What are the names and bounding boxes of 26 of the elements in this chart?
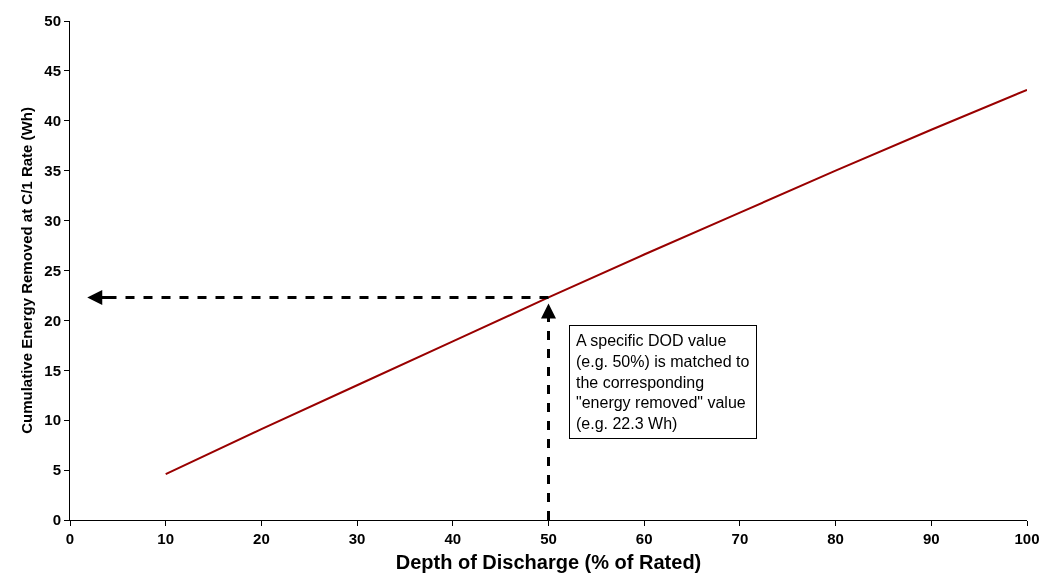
x-tick-label: 70 [731, 530, 749, 547]
x-tick-label: 80 [827, 530, 844, 547]
x-tick-label: 90 [922, 530, 940, 547]
y-tick-label: 30 [44, 211, 61, 229]
x-tick-label: 10 [157, 530, 175, 547]
annotation: A specific DOD value (e.g. 50%) is matched to the corresponding "energy removed" value (e.g. 22.3 Wh) [576, 332, 750, 433]
y-axis-title: Cumulative Energy Removed at C/1 Rate (Wh) [17, 107, 35, 434]
line-series [164, 88, 1027, 476]
x-tick-label: 20 [253, 530, 270, 547]
y-tick-label: 0 [52, 511, 61, 529]
x-tick-label: 50 [540, 530, 557, 547]
y-tick-label: 50 [44, 12, 61, 30]
x-tick-label: 30 [348, 530, 366, 547]
x-tick-label: 60 [635, 530, 653, 547]
x-tick-label: 40 [444, 530, 462, 547]
y-tick-label: 45 [44, 62, 61, 80]
x-axis-title: Depth of Discharge (% of Rated) [395, 550, 702, 573]
y-tick-label: 15 [44, 361, 61, 379]
y-tick-label: 5 [52, 461, 61, 479]
x-tick-label: 0 [65, 530, 75, 547]
y-tick-label: 10 [44, 411, 61, 429]
y-tick-label: 20 [44, 311, 61, 329]
y-tick-label: 35 [44, 161, 61, 179]
y-tick-label: 40 [44, 112, 61, 130]
x-tick-label: 100 [1014, 530, 1040, 547]
y-tick-label: 25 [44, 261, 61, 279]
